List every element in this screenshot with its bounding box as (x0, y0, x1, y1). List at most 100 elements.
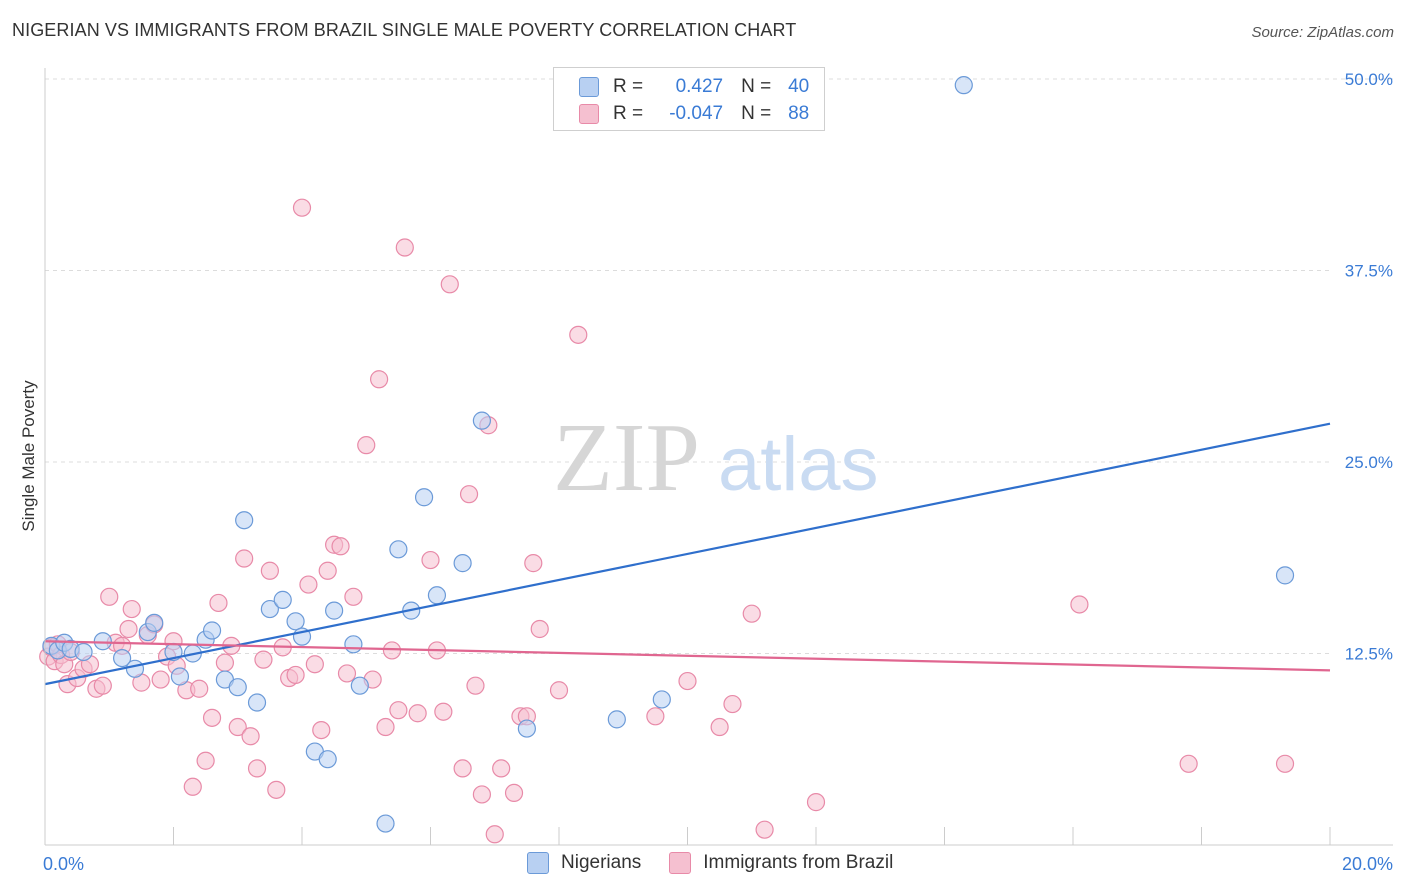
nigerian-point (318, 750, 337, 769)
brazil-point (122, 599, 141, 619)
brazil-point (119, 619, 138, 639)
grid-layer (45, 78, 1393, 654)
axes: 12.5% 25.0% 37.5% 50.0% 0.0% 20.0% (43, 68, 1393, 874)
y-axis-title: Single Male Poverty (19, 380, 38, 532)
series-swatch-brazil (669, 852, 692, 874)
legend-n-value: 40 (788, 76, 810, 97)
brazil-point (190, 679, 209, 698)
nigerian-trend-line (44, 422, 1331, 686)
brazil-points (39, 198, 1295, 844)
series-legend: Nigerians Immigrants from Brazil (527, 852, 921, 874)
brazil-point (1070, 595, 1089, 614)
legend-r-label: R = (613, 76, 644, 97)
y-tick-label: 50.0% (1345, 70, 1393, 89)
nigerian-point (427, 586, 447, 605)
brazil-point (196, 751, 215, 770)
legend-r-value: 0.427 (675, 76, 724, 97)
brazil-point (408, 704, 427, 723)
nigerian-point (325, 601, 344, 620)
brazil-point (453, 759, 472, 778)
series-legend-nigerians: Nigerians (527, 852, 641, 874)
nigerian-point (350, 676, 369, 695)
brazil-point (710, 717, 729, 737)
brazil-point (806, 793, 826, 812)
brazil-point (241, 727, 260, 746)
nigerian-point (472, 411, 491, 430)
brazil-point (215, 653, 234, 672)
brazil-point (646, 707, 665, 726)
legend-r-label: R = (613, 103, 644, 124)
nigerian-point (260, 599, 279, 619)
brazil-point (247, 759, 267, 778)
nigerian-point (954, 76, 973, 95)
x-tick-label-max: 20.0% (1342, 854, 1393, 874)
brazil-point (235, 549, 254, 568)
brazil-point (376, 717, 395, 737)
brazil-point (299, 575, 318, 594)
brazil-point (755, 820, 774, 839)
brazil-point (421, 550, 440, 570)
brazil-point (524, 554, 543, 573)
brazil-point (530, 619, 549, 639)
nigerian-point (607, 710, 626, 729)
brazil-point (202, 708, 222, 727)
brazil-point (434, 702, 453, 721)
nigerian-point (93, 632, 112, 651)
brazil-point (569, 325, 588, 344)
brazil-point (93, 676, 112, 695)
brazil-point (370, 370, 389, 389)
legend-n-value: 88 (788, 103, 810, 124)
nigerian-point (112, 648, 132, 668)
brazil-point (318, 561, 337, 580)
brazil-point (228, 717, 247, 737)
brazil-point (389, 701, 408, 720)
brazil-point (267, 780, 286, 799)
legend-row-brazil: R = -0.047 N = 88 (579, 102, 809, 126)
nigerian-point (376, 814, 395, 833)
brazil-point (459, 485, 479, 504)
brazil-point (344, 587, 363, 606)
brazil-point (466, 676, 485, 695)
y-tick-label: 12.5% (1345, 645, 1393, 664)
watermark: ZIP atlas (553, 404, 879, 512)
brazil-trend-line (44, 640, 1331, 672)
brazil-point (305, 655, 324, 674)
nigerian-point (517, 719, 536, 738)
y-tick-label: 37.5% (1345, 262, 1393, 281)
series-swatch-nigerians (527, 852, 549, 874)
y-tick-label: 25.0% (1345, 453, 1393, 472)
brazil-point (1179, 754, 1198, 773)
brazil-point (254, 650, 273, 669)
nigerian-point (453, 554, 472, 573)
nigerian-point (652, 690, 671, 709)
chart-title: NIGERIAN VS IMMIGRANTS FROM BRAZIL SINGL… (12, 20, 797, 40)
trend-lines (44, 422, 1331, 686)
nigerian-point (389, 540, 408, 559)
brazil-point (100, 587, 119, 606)
brazil-point (209, 593, 228, 613)
nigerian-point (145, 613, 164, 632)
watermark-atlas: atlas (718, 422, 879, 507)
nigerian-point (414, 488, 434, 507)
brazil-point (292, 198, 312, 217)
brazil-point (312, 720, 331, 740)
source-label: Source: ZipAtlas.com (1251, 24, 1394, 41)
nigerian-point (286, 612, 305, 631)
nigerian-point (1275, 566, 1295, 585)
nigerian-point (125, 659, 145, 678)
brazil-point (260, 561, 279, 580)
legend-swatch-nigerians (579, 77, 599, 97)
series-label-brazil: Immigrants from Brazil (703, 852, 894, 873)
nigerian-point (235, 511, 254, 530)
brazil-point (504, 783, 524, 803)
brazil-point (337, 664, 357, 683)
watermark-zip: ZIP (553, 404, 700, 512)
brazil-point (151, 670, 170, 689)
legend-row-nigerians: R = 0.427 N = 40 (579, 75, 809, 99)
brazil-point (678, 671, 697, 691)
brazil-point (549, 681, 569, 700)
brazil-point (485, 825, 504, 844)
brazil-point (1275, 754, 1295, 773)
series-label-nigerians: Nigerians (561, 852, 642, 873)
